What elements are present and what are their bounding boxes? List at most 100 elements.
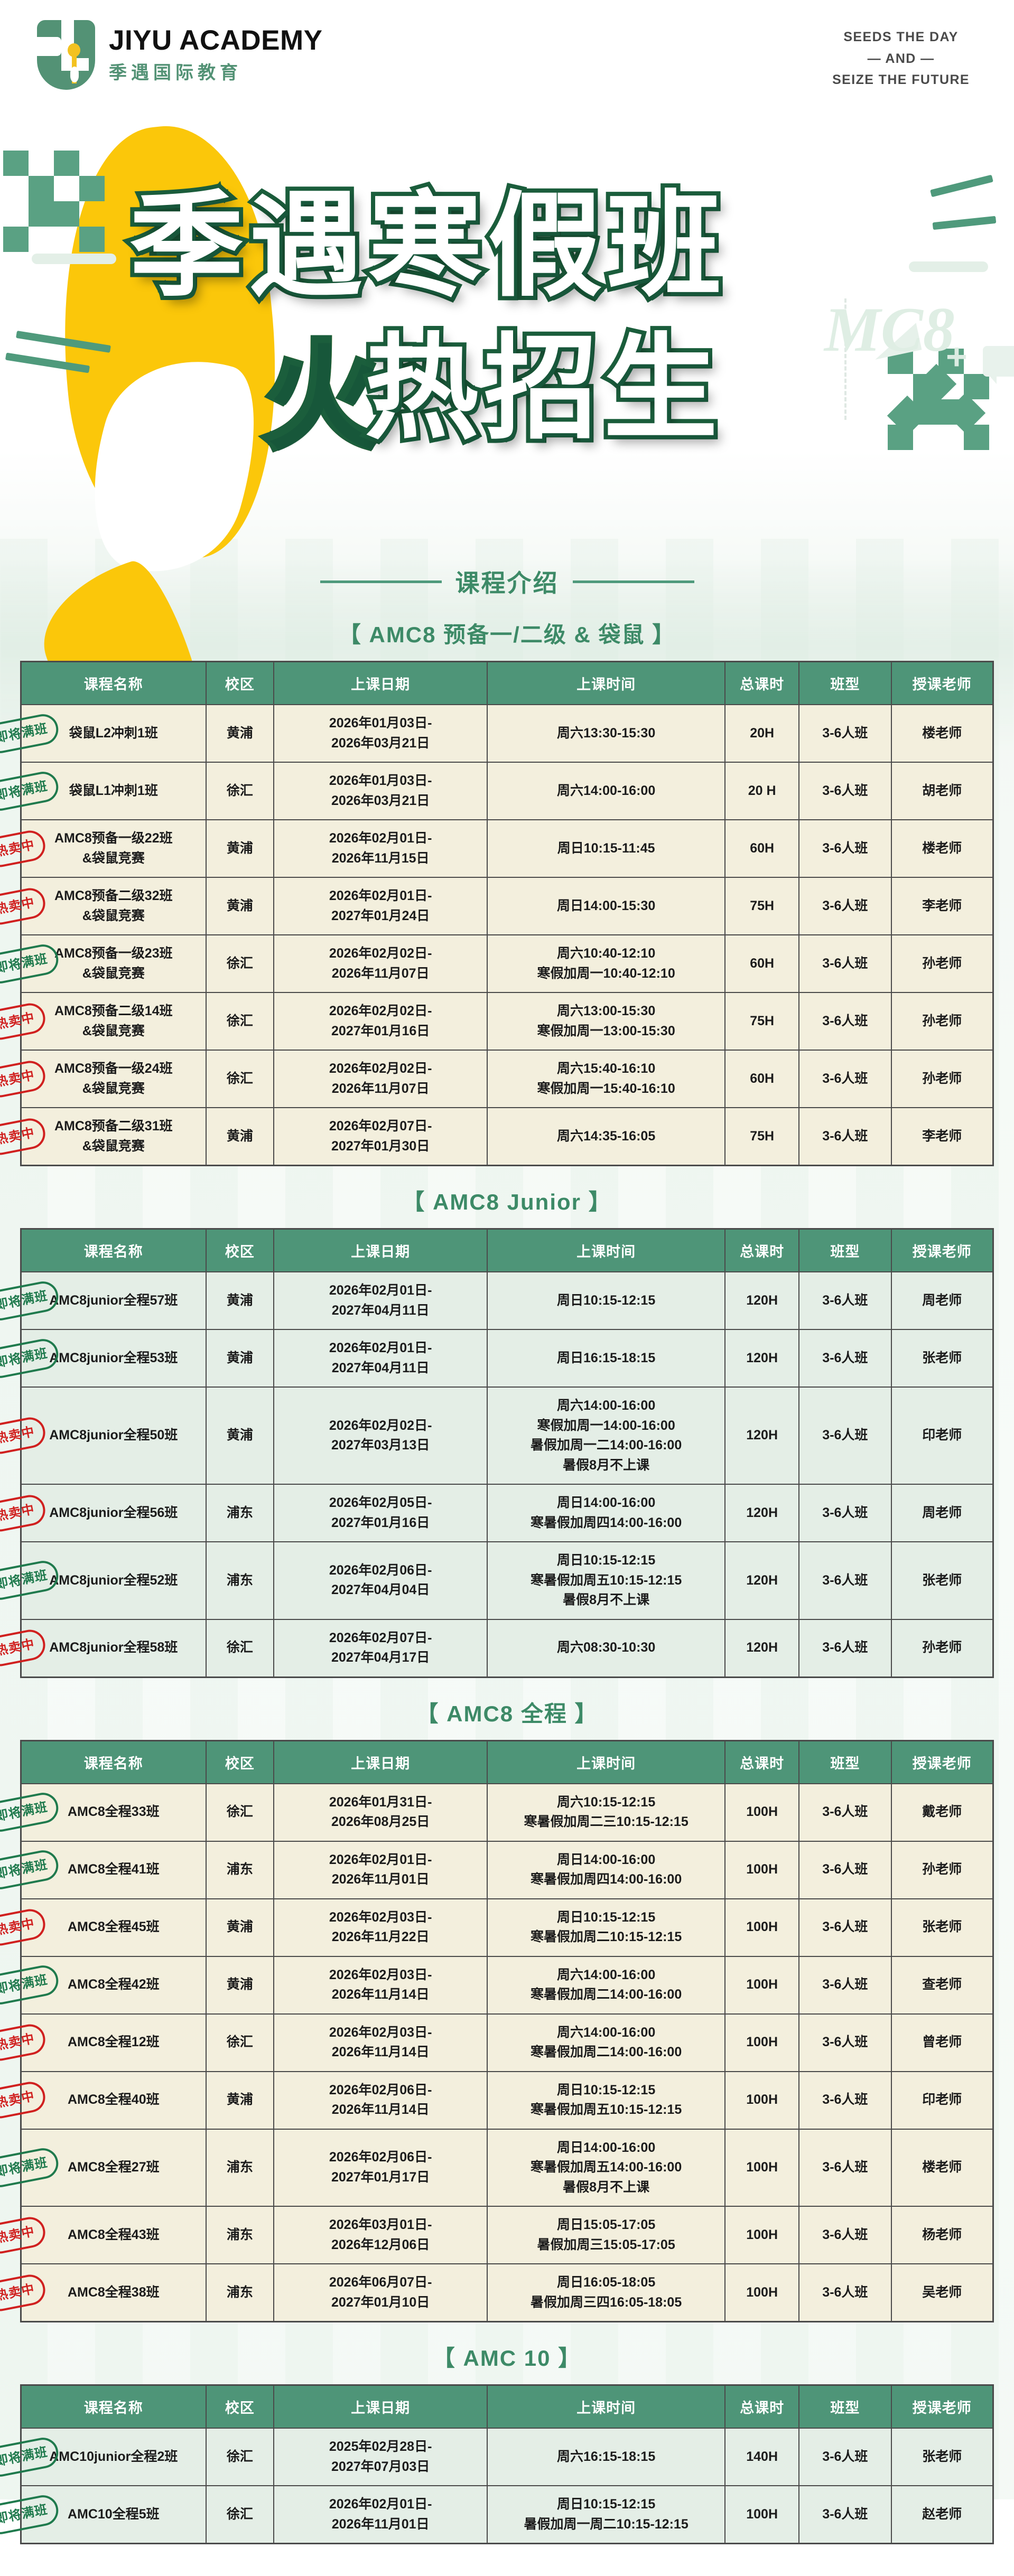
cell-teacher: 李老师: [890, 877, 994, 935]
column-header-time: 上课时间: [487, 1740, 726, 1784]
hero-title-line-2: 热招生: [360, 320, 723, 456]
table-row[interactable]: 即将满班 AMC10junior全程2班 徐汇 2025年02月28日- 2027年0…: [0, 2428, 994, 2486]
table-row[interactable]: 即将满班 AMC8junior全程53班 黄浦 2026年02月01日- 2027年0…: [0, 1329, 994, 1388]
table-row[interactable]: 即将满班 袋鼠L1冲刺1班 徐汇 2026年01月03日- 2026年03月21日 周六…: [0, 762, 994, 820]
table-row[interactable]: 即将满班 袋鼠L2冲刺1班 黄浦 2026年01月03日- 2026年03月21日 周六…: [0, 704, 994, 763]
column-header-date: 上课日期: [273, 2384, 488, 2429]
cell-date: 2026年02月07日- 2027年01月30日: [273, 1107, 488, 1166]
course-name-label: AMC8预备二级14班 &袋鼠竞赛: [54, 1004, 173, 1038]
table-header-row: 课程名称 校区 上课日期 上课时间 总课时 班型 授课老师: [20, 1740, 994, 1784]
table-row[interactable]: 热卖中 AMC8预备一级24班 &袋鼠竞赛 徐汇 2026年02月02日- 2026年…: [0, 1050, 994, 1108]
table-row[interactable]: 即将满班 AMC8junior全程52班 浦东 2026年02月06日- 2027年0…: [0, 1541, 994, 1620]
column-header-campus: 校区: [205, 1740, 275, 1784]
cell-name: 即将满班 袋鼠L2冲刺1班: [0, 704, 207, 763]
table-header-row: 课程名称 校区 上课日期 上课时间 总课时 班型 授课老师: [20, 2384, 994, 2429]
status-badge-hot: 热卖中: [0, 1415, 48, 1457]
cell-hours: 100H: [724, 1955, 800, 2015]
section-title-0: 【 AMC8 预备一/二级 & 袋鼠 】: [338, 622, 676, 647]
course-intro-label: 课程介绍: [455, 569, 559, 597]
cell-name: 热卖中 AMC8junior全程58班: [0, 1618, 207, 1678]
table-row[interactable]: 即将满班 AMC10全程5班 徐汇 2026年02月01日- 2026年11月01日周…: [0, 2485, 994, 2544]
cell-hours: 60H: [724, 819, 800, 878]
table-row[interactable]: 即将满班 AMC8全程27班 浦东 2026年02月06日- 2027年01月17日周…: [0, 2128, 994, 2207]
cell-time: 周六15:40-16:10 寒假加周一15:40-16:10: [487, 1050, 726, 1108]
table-row[interactable]: 热卖中 AMC8全程40班 黄浦 2026年02月06日- 2026年11月14日 周日…: [0, 2071, 994, 2130]
cell-campus: 黄浦: [205, 1955, 275, 2015]
cell-name: 即将满班 AMC8junior全程53班: [0, 1329, 207, 1388]
table-row[interactable]: 热卖中 AMC8junior全程56班 浦东 2026年02月05日- 2027年01…: [0, 1484, 994, 1542]
cell-hours: 120H: [724, 1618, 800, 1678]
table-row[interactable]: 热卖中 AMC8全程43班 浦东 2026年03月01日- 2026年12月06日 周日…: [0, 2206, 994, 2264]
cell-class_type: 3-6人班: [798, 1050, 892, 1108]
cell-hours: 100H: [724, 1898, 800, 1957]
cell-date: 2026年02月01日- 2026年11月01日: [273, 2485, 488, 2544]
cell-campus: 浦东: [205, 1541, 275, 1620]
cell-campus: 徐汇: [205, 992, 275, 1051]
cell-teacher: 印老师: [890, 2071, 994, 2130]
table-row[interactable]: 热卖中 AMC8预备二级32班 &袋鼠竞赛 黄浦 2026年02月01日- 2027年…: [0, 877, 994, 935]
table-row[interactable]: 热卖中 AMC8全程12班 徐汇 2026年02月03日- 2026年11月14日 周六…: [0, 2013, 994, 2072]
table-row[interactable]: 即将满班 AMC8预备一级23班 &袋鼠竞赛 徐汇 2026年02月02日- 2026…: [0, 934, 994, 993]
course-table-3: 课程名称 校区 上课日期 上课时间 总课时 班型 授课老师 即将满班 AMC10junior全程…: [0, 2384, 994, 2544]
cell-time: 周六14:35-16:05: [487, 1107, 726, 1166]
cell-teacher: 孙老师: [890, 934, 994, 993]
course-name-label: AMC8junior全程52班: [49, 1572, 178, 1588]
cell-campus: 黄浦: [205, 1271, 275, 1330]
cell-class_type: 3-6人班: [798, 992, 892, 1051]
cell-time: 周日14:00-16:00 寒暑假加周五14:00-16:00 暑假8月不上课: [487, 2128, 726, 2207]
status-badge-almost-full: 即将满班: [0, 1336, 61, 1381]
table-header-row: 课程名称 校区 上课日期 上课时间 总课时 班型 授课老师: [20, 1228, 994, 1272]
course-table-wrapper-2: 课程名称 校区 上课日期 上课时间 总课时 班型 授课老师 即将满班 AMC8全程33班 徐汇 20…: [0, 1739, 1014, 2322]
cell-date: 2026年01月03日- 2026年03月21日: [273, 762, 488, 820]
cell-campus: 黄浦: [205, 704, 275, 763]
status-badge-almost-full: 即将满班: [0, 1790, 61, 1834]
cell-teacher: 吴老师: [890, 2263, 994, 2322]
cell-time: 周日10:15-12:15 寒暑假加周二10:15-12:15: [487, 1898, 726, 1957]
status-badge-hot: 热卖中: [0, 2021, 48, 2064]
tagline-line-3: SEIZE THE FUTURE: [832, 72, 970, 87]
cell-date: 2026年02月01日- 2027年01月24日: [273, 877, 488, 935]
cell-teacher: 曾老师: [890, 2013, 994, 2072]
cell-teacher: 孙老师: [890, 992, 994, 1051]
cell-hours: 100H: [724, 1840, 800, 1899]
cell-date: 2026年06月07日- 2027年01月10日: [273, 2263, 488, 2322]
table-row[interactable]: 即将满班 AMC8全程41班 浦东 2026年02月01日- 2026年11月01日周…: [0, 1840, 994, 1899]
table-row[interactable]: 热卖中 AMC8全程38班 浦东 2026年06月07日- 2027年01月10日 周日…: [0, 2263, 994, 2322]
cell-hours: 100H: [724, 2128, 800, 2207]
cell-campus: 黄浦: [205, 1898, 275, 1957]
table-row[interactable]: 即将满班 AMC8全程33班 徐汇 2026年01月31日- 2026年08月25日周…: [0, 1783, 994, 1842]
cell-hours: 75H: [724, 877, 800, 935]
cell-name: 热卖中 AMC8预备一级22班 &袋鼠竞赛: [0, 819, 207, 878]
cell-name: 即将满班 AMC8全程27班: [0, 2128, 207, 2207]
cell-class_type: 3-6人班: [798, 877, 892, 935]
cell-date: 2026年02月05日- 2027年01月16日: [273, 1484, 488, 1542]
cell-teacher: 孙老师: [890, 1050, 994, 1108]
table-row[interactable]: 热卖中 AMC8全程45班 黄浦 2026年02月03日- 2026年11月22日 周日…: [0, 1898, 994, 1957]
cell-campus: 徐汇: [205, 1618, 275, 1678]
cell-campus: 浦东: [205, 1840, 275, 1899]
table-row[interactable]: 即将满班 AMC8全程42班 黄浦 2026年02月03日- 2026年11月14日周…: [0, 1955, 994, 2015]
cell-teacher: 印老师: [890, 1387, 994, 1485]
status-badge-hot: 热卖中: [0, 2272, 48, 2313]
cell-hours: 100H: [724, 2013, 800, 2072]
table-row[interactable]: 热卖中 AMC8junior全程58班 徐汇 2026年02月07日- 2027年04…: [0, 1618, 994, 1678]
status-badge-almost-full: 即将满班: [0, 2434, 61, 2479]
table-row[interactable]: 热卖中 AMC8预备二级31班 &袋鼠竞赛 黄浦 2026年02月07日- 2027年…: [0, 1107, 994, 1166]
course-name-label: AMC8全程43班: [67, 2227, 160, 2242]
cell-date: 2026年02月03日- 2026年11月14日: [273, 2013, 488, 2072]
cell-hours: 120H: [724, 1329, 800, 1388]
section-title-1: 【 AMC8 Junior 】: [402, 1189, 612, 1214]
table-row[interactable]: 热卖中 AMC8junior全程50班 黄浦 2026年02月02日- 2027年03…: [0, 1387, 994, 1485]
rule-right: [572, 580, 694, 583]
status-badge-hot: 热卖中: [0, 1116, 48, 1157]
tagline-line-2: — AND —: [867, 51, 935, 66]
column-header-class_type: 班型: [798, 2384, 892, 2429]
cell-class_type: 3-6人班: [798, 704, 892, 763]
column-header-date: 上课日期: [273, 661, 488, 705]
cell-date: 2026年02月06日- 2026年11月14日: [273, 2071, 488, 2130]
course-table-wrapper-0: 课程名称 校区 上课日期 上课时间 总课时 班型 授课老师 即将满班 袋鼠L2冲刺1班 黄浦 202…: [0, 661, 1014, 1166]
table-row[interactable]: 热卖中 AMC8预备二级14班 &袋鼠竞赛 徐汇 2026年02月02日- 2027年…: [0, 992, 994, 1051]
table-row[interactable]: 即将满班 AMC8junior全程57班 黄浦 2026年02月01日- 2027年0…: [0, 1271, 994, 1330]
table-row[interactable]: 热卖中 AMC8预备一级22班 &袋鼠竞赛 黄浦 2026年02月01日- 2026年…: [0, 819, 994, 878]
